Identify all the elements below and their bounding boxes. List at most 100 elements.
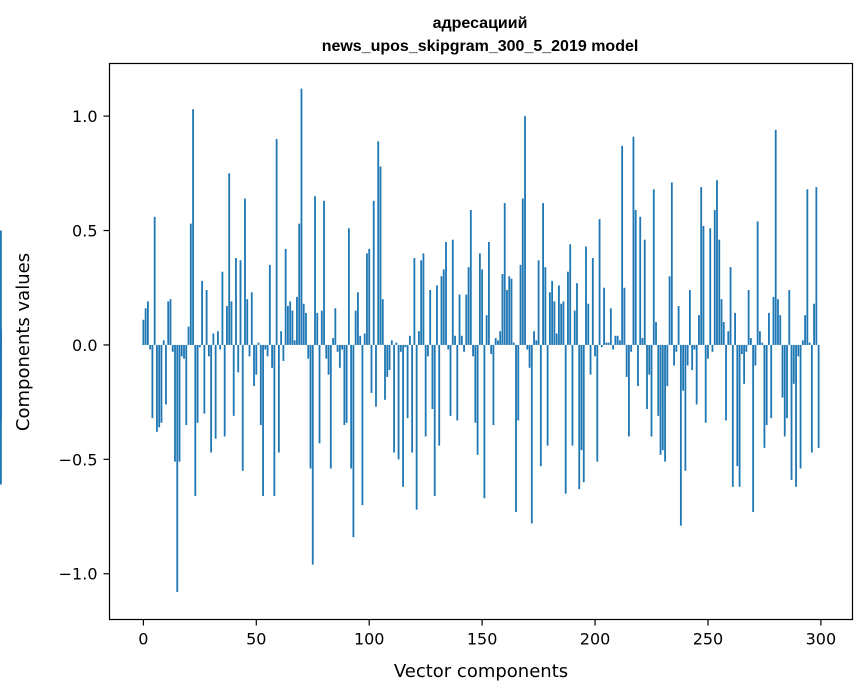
bar (738, 344, 741, 487)
bar (612, 344, 615, 350)
bar (287, 306, 289, 345)
bar (183, 344, 185, 359)
bar (390, 340, 393, 345)
bar (402, 344, 404, 487)
bar (497, 340, 499, 345)
bar (239, 260, 242, 345)
bar (661, 344, 664, 451)
bar (160, 344, 163, 423)
bar (456, 344, 459, 421)
bar (740, 344, 743, 355)
bar (528, 344, 531, 368)
bar (490, 344, 493, 355)
x-tick-label: 100 (354, 630, 385, 649)
bar (804, 315, 806, 345)
bar (752, 344, 755, 512)
y-axis-ticks: −1.0 −0.5 0.0 0.5 1.0 (59, 107, 110, 584)
bar (343, 344, 346, 426)
bar (783, 344, 786, 437)
bar (576, 283, 578, 345)
bar (185, 344, 188, 426)
bar (702, 225, 705, 345)
bar (722, 322, 725, 345)
bar (817, 344, 820, 448)
bar (334, 308, 337, 345)
bar (440, 276, 443, 345)
bar (774, 129, 777, 345)
bar (704, 344, 707, 423)
bar (614, 335, 617, 345)
bar (357, 292, 359, 345)
bar (167, 301, 170, 345)
bar (404, 344, 407, 348)
bar (679, 344, 682, 526)
bar (598, 219, 601, 345)
bar (799, 344, 802, 469)
bar (427, 344, 429, 357)
bar (731, 344, 734, 487)
bar (734, 312, 736, 345)
bar (546, 344, 549, 446)
bar (607, 342, 610, 345)
bar (628, 344, 630, 437)
bar (510, 278, 513, 345)
bar (253, 344, 255, 387)
bar (675, 344, 678, 352)
bar (354, 310, 357, 345)
bar (332, 338, 334, 345)
bar (458, 294, 461, 345)
bar (521, 198, 524, 345)
bar (589, 344, 592, 375)
bar (558, 285, 560, 345)
bar (632, 136, 635, 345)
bar (698, 315, 700, 345)
bar (524, 116, 526, 345)
y-axis-label: Components values (13, 253, 34, 431)
bar (174, 344, 176, 462)
bar (641, 338, 644, 345)
bar (666, 344, 669, 387)
bar (388, 344, 391, 371)
bar (553, 301, 556, 345)
bar (268, 264, 271, 345)
bar (463, 344, 465, 352)
bar (582, 344, 585, 483)
bar (806, 189, 809, 345)
y-tick-label: −1.0 (59, 565, 98, 584)
bar (813, 303, 816, 345)
bar (228, 173, 231, 345)
bar (815, 187, 818, 345)
bar (781, 344, 784, 398)
bar (361, 344, 364, 506)
bar (693, 344, 696, 350)
bar (151, 344, 154, 419)
x-tick-label: 50 (246, 630, 266, 649)
bar (298, 223, 301, 345)
bar (765, 344, 768, 426)
bar (259, 344, 262, 426)
bar (548, 292, 551, 345)
bar (797, 344, 800, 357)
bar (779, 315, 782, 345)
bar (257, 342, 260, 345)
bar (429, 290, 432, 345)
bar (350, 344, 353, 469)
bar (372, 200, 375, 345)
bar (302, 303, 305, 345)
bar (808, 342, 811, 345)
bar (311, 344, 314, 565)
bar (431, 344, 434, 409)
bar (156, 344, 158, 432)
y-tick-label: 0.5 (72, 222, 97, 241)
bar (0, 230, 2, 345)
plot-frame (108, 62, 854, 621)
bar (289, 301, 292, 345)
bar (763, 344, 766, 448)
bar (162, 340, 165, 345)
bar (515, 344, 517, 512)
bar (250, 292, 253, 345)
bar (169, 299, 172, 345)
bar (320, 310, 323, 345)
bar (214, 344, 217, 439)
bar (219, 344, 222, 350)
